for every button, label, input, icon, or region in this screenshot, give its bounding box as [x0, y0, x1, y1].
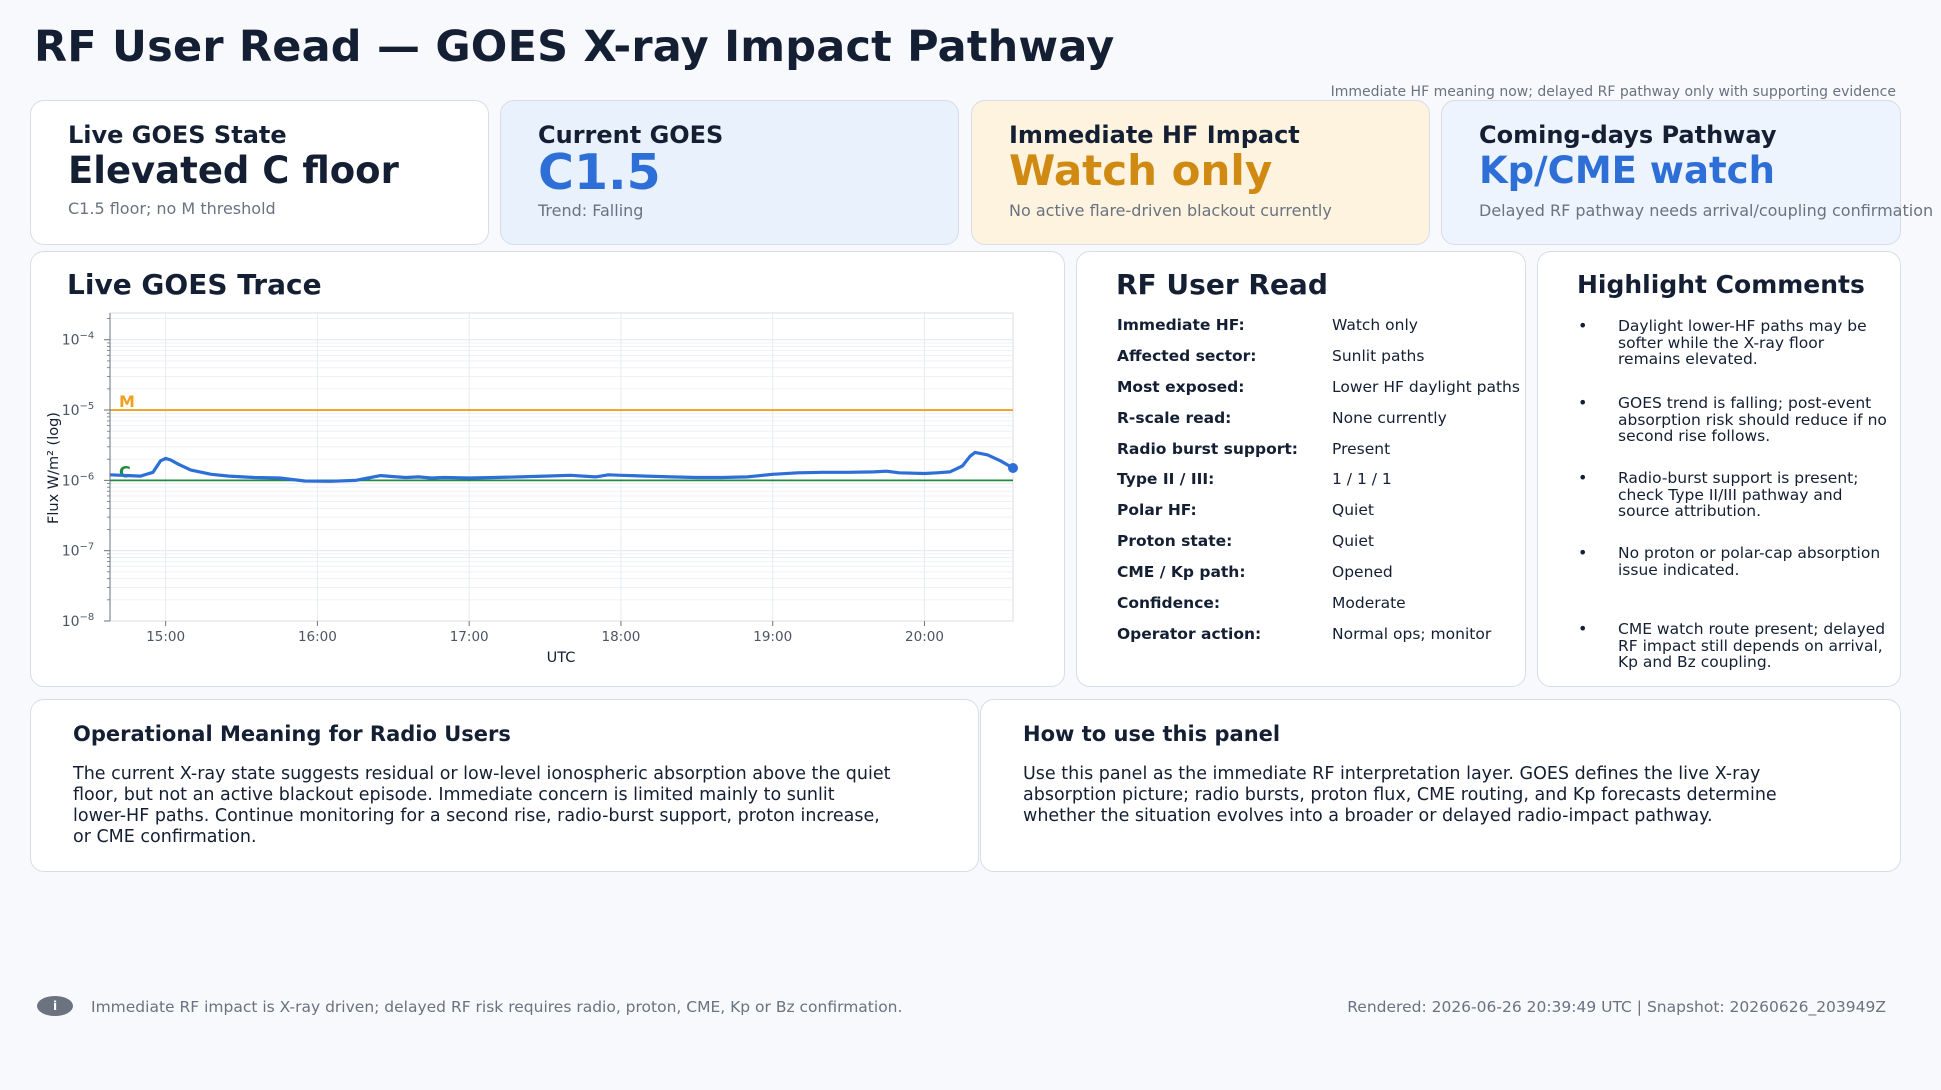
paragraph-line: The current X-ray state suggests residua…: [73, 764, 891, 784]
rf-user-read-panel: RF User Read Immediate HF: Watch only Affe…: [1076, 251, 1526, 687]
rf-read-value: None currently: [1332, 408, 1447, 427]
highlight-text: GOES trend is falling; post-event absorp…: [1618, 394, 1887, 445]
rf-read-list: Immediate HF: Watch only Affected sector: S…: [1117, 316, 1537, 656]
operational-title: Operational Meaning for Radio Users: [73, 722, 511, 746]
bullet-icon: •: [1578, 393, 1588, 412]
stat-value: C1.5: [538, 144, 661, 201]
rf-read-row: Most exposed: Lower HF daylight paths: [1117, 378, 1537, 409]
rf-read-row: CME / Kp path: Opened: [1117, 563, 1537, 594]
rf-read-value: Normal ops; monitor: [1332, 624, 1492, 643]
rf-read-key: Most exposed:: [1117, 377, 1245, 396]
highlight-text: Radio-burst support is present; check Ty…: [1618, 469, 1859, 520]
paragraph-line: or CME confirmation.: [73, 827, 257, 847]
howto-title: How to use this panel: [1023, 722, 1281, 746]
stat-label: Live GOES State: [68, 121, 287, 149]
highlight-title: Highlight Comments: [1577, 270, 1865, 299]
rf-read-key: Radio burst support:: [1117, 439, 1299, 458]
trace-panel-title: Live GOES Trace: [67, 268, 322, 301]
stat-sub: Trend: Falling: [538, 201, 644, 220]
how-to-use-panel: How to use this panel Use this panel as …: [980, 699, 1901, 872]
rf-read-key: Proton state:: [1117, 532, 1233, 551]
rf-read-row: Operator action: Normal ops; monitor: [1117, 625, 1537, 656]
rf-read-key: Confidence:: [1117, 594, 1221, 613]
rf-read-row: Type II / III: 1 / 1 / 1: [1117, 470, 1537, 501]
paragraph-line: lower-HF paths. Continue monitoring for …: [73, 806, 880, 826]
stat-card-live-goes-state: Live GOES State Elevated C floor C1.5 fl…: [30, 100, 489, 245]
bullet-icon: •: [1578, 619, 1588, 638]
stat-label: Current GOES: [538, 121, 724, 149]
rf-read-key: R-scale read:: [1117, 408, 1232, 427]
rf-read-row: Polar HF: Quiet: [1117, 501, 1537, 532]
render-timestamp: Rendered: 2026-06-26 20:39:49 UTC | Snap…: [1347, 998, 1886, 1016]
rf-read-value: Moderate: [1332, 594, 1406, 613]
rf-read-row: Confidence: Moderate: [1117, 594, 1537, 625]
rf-read-value: Quiet: [1332, 501, 1374, 520]
stat-value: Watch only: [1009, 146, 1273, 195]
stat-sub: C1.5 floor; no M threshold: [68, 199, 276, 218]
rf-read-value: Opened: [1332, 563, 1393, 582]
rf-read-row: R-scale read: None currently: [1117, 409, 1537, 440]
rf-read-value: Sunlit paths: [1332, 346, 1425, 365]
rf-read-key: Operator action:: [1117, 624, 1262, 643]
paragraph-line: whether the situation evolves into a bro…: [1023, 806, 1713, 826]
rf-read-key: Affected sector:: [1117, 346, 1257, 365]
paragraph-line: floor, but not an active blackout episod…: [73, 785, 835, 805]
highlight-text: CME watch route present; delayed RF impa…: [1618, 620, 1886, 671]
highlight-text: Daylight lower-HF paths may be softer wh…: [1618, 317, 1867, 368]
operational-meaning-panel: Operational Meaning for Radio Users The …: [30, 699, 979, 872]
stat-card-immediate-hf-impact: Immediate HF Impact Watch only No active…: [971, 100, 1430, 245]
stat-sub: Delayed RF pathway needs arrival/couplin…: [1479, 201, 1934, 220]
rf-read-row: Proton state: Quiet: [1117, 532, 1537, 563]
bullet-icon: •: [1578, 468, 1588, 487]
operational-text: The current X-ray state suggests residua…: [73, 764, 891, 848]
stat-value: Elevated C floor: [68, 149, 399, 192]
stat-card-coming-days-pathway: Coming-days Pathway Kp/CME watch Delayed…: [1441, 100, 1933, 245]
highlight-comments-panel: Highlight Comments • Daylight lower-HF pa…: [1537, 251, 1901, 687]
goes-trace-panel: Live GOES Trace: [30, 251, 1065, 687]
bullet-icon: •: [1578, 316, 1588, 335]
info-icon: i: [37, 996, 73, 1016]
rf-read-value: Watch only: [1332, 316, 1418, 334]
howto-text: Use this panel as the immediate RF inter…: [1023, 764, 1777, 827]
page-title: RF User Read — GOES X-ray Impact Pathway: [34, 22, 1115, 72]
bullet-icon: •: [1578, 543, 1588, 562]
page-subnote: Immediate HF meaning now; delayed RF pat…: [1330, 84, 1896, 100]
rf-read-value: 1 / 1 / 1: [1332, 470, 1392, 489]
footer-note: Immediate RF impact is X-ray driven; del…: [91, 998, 903, 1016]
rf-read-value: Lower HF daylight paths: [1332, 377, 1520, 396]
rf-read-value: Present: [1332, 439, 1391, 458]
rf-read-row: Affected sector: Sunlit paths: [1117, 347, 1537, 378]
rf-read-key: Polar HF:: [1117, 501, 1197, 520]
rf-read-key: CME / Kp path:: [1117, 563, 1246, 582]
stat-value: Kp/CME watch: [1479, 149, 1775, 192]
stat-card-current-goes: Current GOES C1.5 Trend: Falling: [500, 100, 959, 245]
stat-label: Coming-days Pathway: [1479, 121, 1777, 149]
rf-read-key: Immediate HF:: [1117, 316, 1245, 334]
paragraph-line: absorption picture; radio bursts, proton…: [1023, 785, 1777, 805]
paragraph-line: Use this panel as the immediate RF inter…: [1023, 764, 1761, 784]
rf-read-title: RF User Read: [1116, 268, 1328, 301]
rf-read-row: Radio burst support: Present: [1117, 440, 1537, 471]
stat-label: Immediate HF Impact: [1009, 121, 1300, 149]
rf-read-row: Immediate HF: Watch only: [1117, 316, 1537, 347]
rf-read-key: Type II / III:: [1117, 470, 1215, 489]
rf-read-value: Quiet: [1332, 532, 1374, 551]
highlight-text: No proton or polar-cap absorption issue …: [1618, 544, 1881, 579]
stat-sub: No active flare-driven blackout currentl…: [1009, 201, 1332, 220]
